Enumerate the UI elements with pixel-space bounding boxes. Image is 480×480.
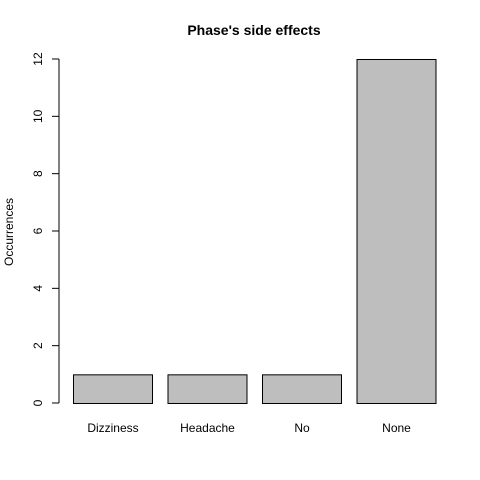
y-tick-label: 8 [31,170,45,177]
x-category-label: Headache [180,421,235,435]
y-axis: 0 2 4 6 8 10 12 [31,52,59,406]
bars [74,60,437,404]
x-category-label: No [294,421,310,435]
y-tick-label: 6 [31,227,45,234]
bar-no [263,375,342,404]
y-tick-label: 12 [31,52,45,66]
y-tick-label: 0 [31,399,45,406]
y-tick-label: 4 [31,285,45,292]
bar-dizziness [74,375,153,404]
y-tick-label: 10 [31,109,45,123]
y-axis-label: Occurrences [2,198,16,266]
x-category-label: None [382,421,411,435]
bar-headache [168,375,247,404]
bar-none [357,60,436,404]
chart-title: Phase's side effects [187,22,321,38]
y-tick-label: 2 [31,342,45,349]
x-axis-labels: Dizziness Headache No None [87,421,411,435]
x-category-label: Dizziness [87,421,138,435]
